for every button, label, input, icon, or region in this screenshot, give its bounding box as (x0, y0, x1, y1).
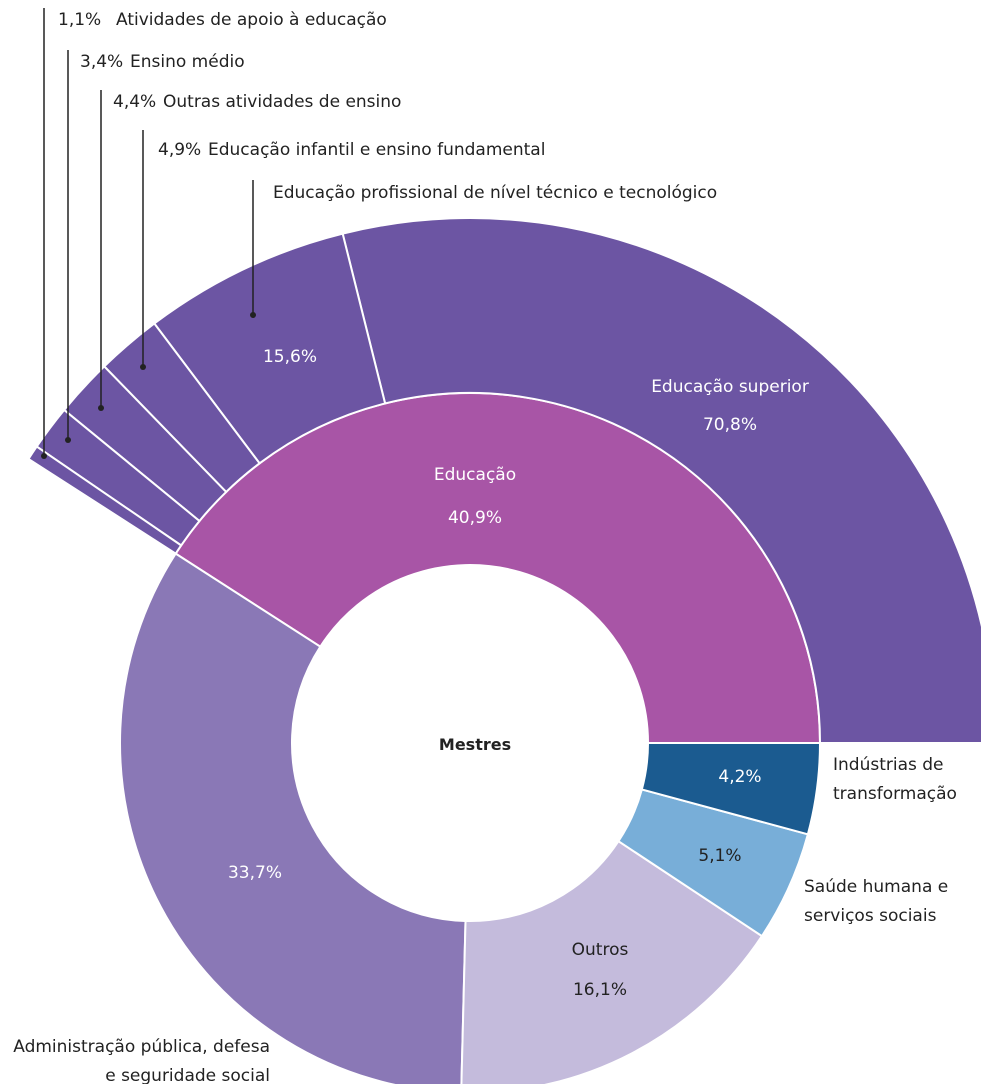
value-label: 70,8% (702, 415, 758, 435)
outer-segment (341, 217, 981, 744)
callout-dot (41, 453, 47, 459)
value-label: 33,7% (227, 863, 283, 883)
category-label: Outros (571, 940, 629, 960)
callout-dot (250, 312, 256, 318)
value-label: 4,2% (718, 767, 762, 787)
ring-segment (460, 839, 764, 1084)
value-label: 5,1% (698, 846, 742, 866)
callout-dot (140, 364, 146, 370)
outer-segment (27, 445, 183, 555)
value-label: 15,6% (262, 347, 318, 367)
callout-dot (98, 405, 104, 411)
category-label: Educação profissional de nível técnico e… (273, 183, 718, 203)
category-label: Outras atividades de ensino (163, 92, 402, 112)
value-label: 4,4% (113, 92, 157, 112)
ring-segment (119, 552, 467, 1084)
category-label: Educação superior (651, 377, 809, 397)
category-label: Administração pública, defesa e segurida… (13, 1037, 270, 1084)
category-label: Atividades de apoio à educação (116, 10, 387, 30)
category-label: Educação infantil e ensino fundamental (208, 140, 546, 160)
value-label: 40,9% (447, 508, 503, 528)
ring-segment (640, 742, 822, 836)
value-label: 16,1% (572, 980, 628, 1000)
category-label: Ensino médio (130, 52, 245, 72)
callout-dot (65, 437, 71, 443)
category-label: Indústrias de transformação (833, 755, 957, 804)
value-label: 1,1% (58, 10, 102, 30)
center-label: Mestres (438, 735, 512, 754)
value-label: 3,4% (80, 52, 124, 72)
category-label: Saúde humana e serviços sociais (804, 877, 949, 926)
category-label: Educação (433, 465, 517, 485)
value-label: 4,9% (158, 140, 202, 160)
